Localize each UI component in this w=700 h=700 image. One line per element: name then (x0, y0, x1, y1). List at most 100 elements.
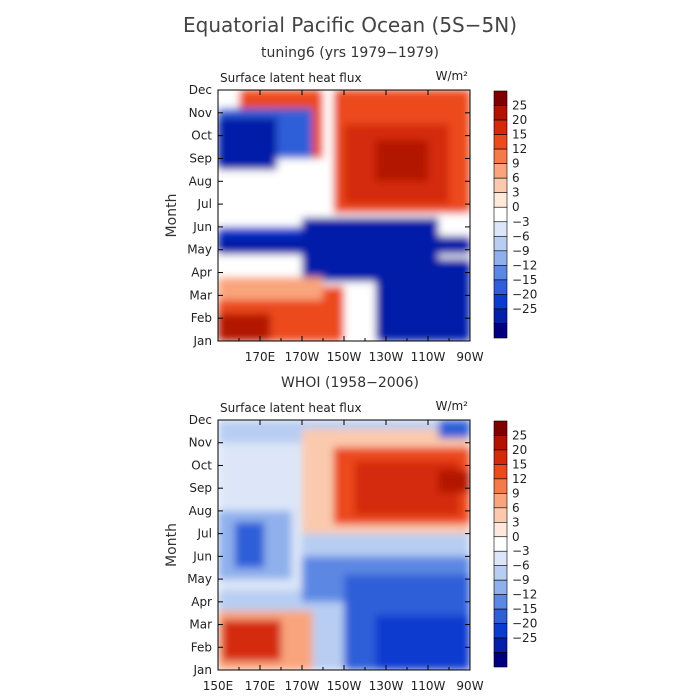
x-tick-label: 90W (456, 679, 483, 693)
top-heatmap-panel: tuning6 (yrs 1979−1979) Surface latent he… (164, 45, 484, 364)
colorbar-swatch (493, 134, 508, 150)
colorbar-swatch (493, 323, 508, 339)
colorbar-label: −15 (512, 273, 537, 287)
y-tick-label: Apr (191, 595, 212, 609)
colorbar-label: −3 (512, 544, 530, 558)
x-tick-label: 150E (203, 679, 234, 693)
colorbar-label: −9 (512, 573, 530, 587)
x-tick-label: 170E (245, 350, 276, 364)
colorbar-swatch (493, 163, 508, 179)
x-tick-label: 170E (245, 679, 276, 693)
colorbar-swatch (493, 464, 508, 480)
colorbar-swatch (493, 507, 508, 523)
heatmap-region (218, 117, 277, 170)
colorbar-label: −9 (512, 244, 530, 258)
colorbar-label: −6 (512, 229, 530, 243)
heatmap-region (222, 620, 281, 661)
y-tick-label: Jan (193, 334, 213, 348)
y-tick-label: Jul (197, 527, 212, 541)
colorbar-swatch (493, 265, 508, 281)
y-tick-label: Nov (189, 106, 212, 120)
colorbar-label: 3 (512, 186, 520, 200)
colorbar-label: −15 (512, 602, 537, 616)
x-tick-label: 130W (369, 679, 404, 693)
panel-title: tuning6 (yrs 1979−1979) (261, 45, 439, 61)
y-tick-label: Jun (192, 549, 212, 563)
x-tick-label: 90W (456, 350, 483, 364)
heatmap-region (218, 277, 323, 300)
colorbar-swatch (493, 279, 508, 295)
colorbar-swatch (493, 250, 508, 266)
x-tick-label: 150W (327, 679, 362, 693)
y-tick-label: Apr (191, 266, 212, 280)
colorbar-label: 0 (512, 530, 520, 544)
y-tick-label: Feb (191, 640, 212, 654)
y-tick-label: Sep (189, 151, 212, 165)
colorbar-swatch (493, 148, 508, 164)
heatmap-region (438, 470, 470, 493)
colorbar-label: −12 (512, 588, 537, 602)
variable-label: Surface latent heat flux (220, 401, 362, 415)
colorbar-label: 9 (512, 157, 520, 171)
y-tick-label: Feb (191, 311, 212, 325)
x-tick-label: 130W (369, 350, 404, 364)
y-tick-label: May (187, 243, 212, 257)
colorbar-swatch (493, 177, 508, 194)
colorbar-swatch (493, 565, 508, 581)
colorbar-swatch (493, 521, 508, 538)
colorbar-label: −20 (512, 287, 537, 301)
colorbar-label: −6 (512, 559, 530, 573)
colorbar-swatch (493, 449, 508, 465)
colorbar-label: 6 (512, 171, 520, 185)
heatmap-region (375, 615, 470, 670)
x-tick-label: 110W (411, 350, 446, 364)
colorbar-label: 9 (512, 486, 520, 500)
panel-title: WHOI (1958−2006) (281, 375, 419, 391)
y-tick-label: Oct (191, 458, 212, 472)
colorbar-label: −12 (512, 258, 537, 272)
y-tick-label: Mar (189, 618, 212, 632)
colorbar-swatch (493, 579, 508, 595)
y-tick-label: Jun (192, 220, 212, 234)
colorbar-swatch (493, 308, 508, 324)
colorbar-label: 25 (512, 99, 527, 113)
x-tick-label: 110W (411, 679, 446, 693)
colorbar-swatch (493, 550, 508, 567)
colorbar-label: 25 (512, 428, 527, 442)
y-tick-label: Jan (193, 663, 213, 677)
colorbar-label: 15 (512, 128, 527, 142)
colorbar-swatch (493, 235, 508, 252)
variable-label: Surface latent heat flux (220, 71, 362, 85)
y-tick-label: Sep (189, 481, 212, 495)
colorbar-swatch (493, 420, 508, 436)
colorbar-label: 0 (512, 200, 520, 214)
y-tick-label: Aug (189, 504, 212, 518)
colorbar-swatch (493, 478, 508, 494)
colorbar-swatch (493, 608, 508, 624)
colorbar-swatch (493, 652, 508, 668)
heatmap-region (375, 258, 470, 341)
colorbar-label: 6 (512, 501, 520, 515)
colorbar-swatch (493, 221, 508, 237)
colorbar-swatch (493, 435, 508, 451)
colorbar-swatch (493, 637, 508, 653)
bottom-heatmap-panel: WHOI (1958−2006) Surface latent heat flux… (164, 375, 484, 693)
y-tick-label: Dec (189, 83, 212, 97)
figure-title: Equatorial Pacific Ocean (5S−5N) (183, 13, 517, 37)
colorbar-label: −25 (512, 631, 537, 645)
colorbar-label: −3 (512, 215, 530, 229)
colorbar-label: 20 (512, 113, 527, 127)
colorbar-label: −25 (512, 302, 537, 316)
heatmap-region (438, 420, 470, 439)
y-tick-label: Nov (189, 436, 212, 450)
colorbar-swatch (493, 536, 508, 552)
y-tick-label: Oct (191, 129, 212, 143)
colorbar-swatch (493, 594, 508, 610)
y-tick-label: Jul (197, 197, 212, 211)
colorbar-swatch (493, 90, 508, 106)
colorbar-label: 15 (512, 457, 527, 471)
heatmap-region (218, 236, 470, 255)
